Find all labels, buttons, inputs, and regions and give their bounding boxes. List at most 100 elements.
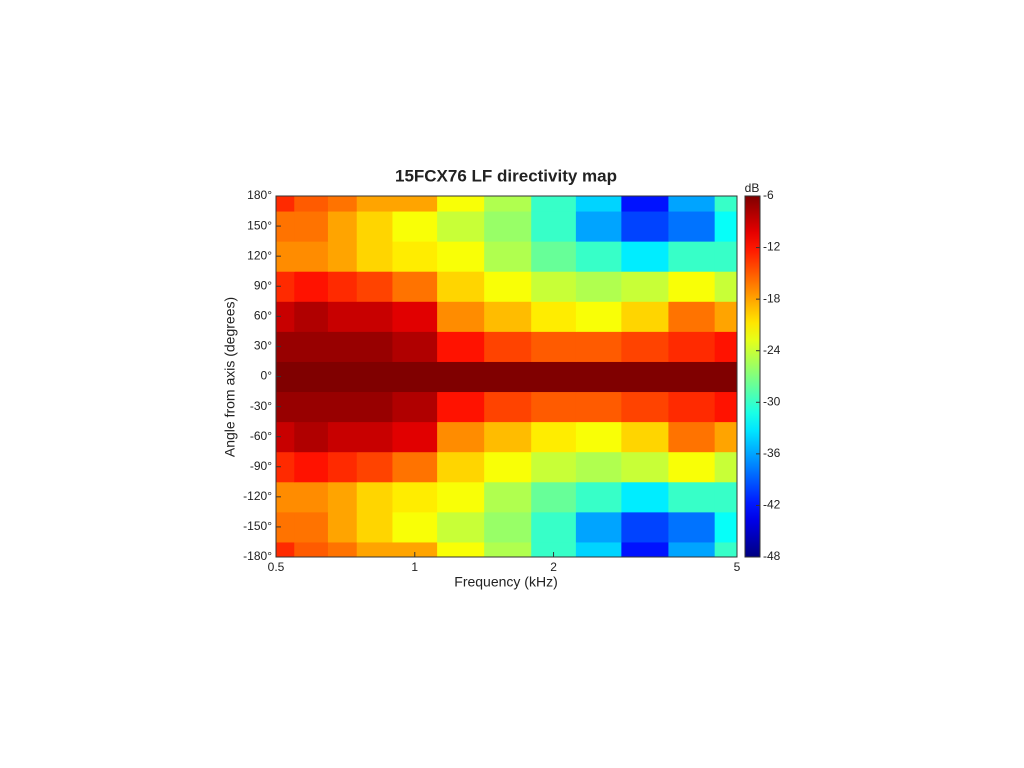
y-tick-label: -30° [250,399,272,413]
y-tick-label: 60° [254,309,272,323]
contour-cell [531,391,577,423]
contour-cell [437,541,485,558]
contour-cell [621,391,669,423]
contour-cell [276,511,295,543]
contour-cell [276,391,295,423]
contour-cell [437,481,485,513]
colorbar-tick-label: -48 [763,549,781,563]
contour-cell [531,511,577,543]
contour-cell [327,391,358,423]
contour-cell [714,331,738,362]
contour-cell [714,541,738,558]
contour-cell [484,331,532,362]
contour-cell [356,241,393,272]
contour-cell [714,511,738,543]
contour-cell [714,361,738,393]
x-tick-label: 2 [550,560,557,574]
contour-cell [621,271,669,302]
colorbar-tick-label: -12 [763,240,781,254]
contour-cell [437,196,485,212]
contour-cell [714,421,738,453]
contour-cell [484,301,532,332]
contour-cell [621,541,669,558]
contour-cell [276,541,295,558]
contour-cell [621,511,669,543]
contour-cell [531,421,577,453]
contour-cell [484,391,532,423]
contour-cell [392,421,438,453]
contour-cell [714,196,738,212]
contour-cell [276,481,295,513]
contour-cell [668,211,716,242]
contour-cell [356,331,393,362]
y-tick-label: 30° [254,339,272,353]
contour-cell [575,361,622,393]
contour-cell [437,361,485,393]
colorbar-tick-label: -36 [763,446,781,460]
contour-cell [575,331,622,362]
contour-cell [327,211,358,242]
contour-cell [668,241,716,272]
contour-cell [531,361,577,393]
contour-cell [484,451,532,483]
contour-cell [575,196,622,212]
y-tick-label: -120° [243,489,272,503]
contour-cell [327,421,358,453]
contour-cell [437,211,485,242]
contour-cell [327,241,358,272]
contour-cell [356,451,393,483]
contour-cell [276,211,295,242]
x-tick-label: 5 [734,560,741,574]
contour-cell [714,481,738,513]
contour-cell [392,271,438,302]
y-tick-label: -90° [250,459,272,473]
contour-cell [294,196,329,212]
y-tick-label: 150° [247,218,272,232]
colorbar-tick-label: -6 [763,188,774,202]
contour-cell [531,196,577,212]
contour-cell [276,196,295,212]
contour-cell [621,451,669,483]
contour-cell [668,421,716,453]
contour-cell [327,331,358,362]
colorbar-tick-label: -42 [763,498,781,512]
contour-cell [668,511,716,543]
contour-cell [714,271,738,302]
contour-cell [621,421,669,453]
contour-cell [668,481,716,513]
contour-cell [621,361,669,393]
contour-cell [294,511,329,543]
contour-cell [356,421,393,453]
contour-cell [575,391,622,423]
contour-cell [327,541,358,558]
contour-cell [575,451,622,483]
y-tick-label: 180° [247,188,272,202]
contour-cell [668,361,716,393]
contour-cell [531,211,577,242]
contour-cell [392,361,438,393]
y-tick-label: -150° [243,519,272,533]
contour-cell [294,301,329,332]
contour-cell [437,241,485,272]
contour-cell [484,481,532,513]
contour-cell [294,541,329,558]
contour-cell [276,421,295,453]
contour-cell [392,241,438,272]
contour-cell [668,196,716,212]
contour-cell [294,361,329,393]
contour-cell [575,541,622,558]
contour-cell [356,271,393,302]
contour-cell [327,361,358,393]
contour-cell [621,241,669,272]
contour-cell [531,541,577,558]
contour-cell [621,301,669,332]
x-tick-label: 1 [411,560,418,574]
contour-cell [294,421,329,453]
contour-cell [356,511,393,543]
contour-cell [294,271,329,302]
contour-cell [575,211,622,242]
contour-cell [437,301,485,332]
contour-cell [327,451,358,483]
y-tick-label: -180° [243,549,272,563]
